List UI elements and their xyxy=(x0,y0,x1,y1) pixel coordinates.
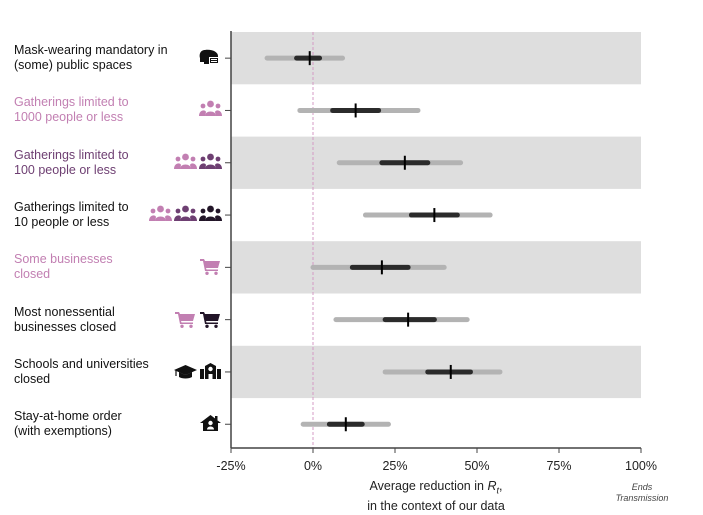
group-icon xyxy=(199,101,222,117)
row-icons xyxy=(174,310,222,328)
axes xyxy=(225,31,642,453)
row-label-line2: closed xyxy=(14,267,51,282)
cart-icon xyxy=(200,311,220,328)
x-tick-label: -25% xyxy=(216,459,246,473)
row-label: Schools and universities closed xyxy=(14,357,194,387)
row-icons xyxy=(199,257,222,276)
row-label-line2: closed xyxy=(14,371,51,386)
row-icons xyxy=(174,153,222,171)
row-icons xyxy=(199,48,222,66)
x-tick-label: 25% xyxy=(382,459,408,473)
x-tick-label: 0% xyxy=(303,459,323,473)
row-label: Gatherings limited to 1000 people or less xyxy=(14,95,194,125)
x-axis-label-suffix: , xyxy=(498,479,503,493)
row-label: Mask-wearing mandatory in (some) public s… xyxy=(14,43,194,73)
row-label-line1: Gatherings limited to xyxy=(14,147,129,162)
x-axis-label-subscript: t xyxy=(496,485,499,496)
ends-transmission-line1: Ends xyxy=(631,482,653,492)
school-icon xyxy=(200,362,221,379)
row-icons xyxy=(174,362,222,380)
x-tick-label: 50% xyxy=(464,459,490,473)
interval-marks xyxy=(264,51,503,432)
row-label-line1: Most nonessential xyxy=(14,304,115,319)
ends-transmission-annotation: Ends Transmission xyxy=(616,482,669,504)
x-tick-label: 75% xyxy=(546,459,572,473)
row-label-line2: 10 people or less xyxy=(14,215,110,230)
cart-icon xyxy=(175,311,195,328)
row-label-line1: Schools and universities xyxy=(14,356,149,371)
row-label-line1: Gatherings limited to xyxy=(14,200,129,215)
row-label: Stay-at-home order (with exemptions) xyxy=(14,409,194,439)
row-label-line1: Mask-wearing mandatory in xyxy=(14,43,168,58)
graduation-cap-icon xyxy=(174,364,197,379)
row-label-line1: Stay-at-home order xyxy=(14,409,122,424)
home-icon xyxy=(200,415,221,432)
row-icons xyxy=(149,205,222,223)
x-axis-label-symbol: R xyxy=(487,479,497,493)
x-axis-label-line2: in the context of our data xyxy=(367,498,505,513)
row-label-line1: Gatherings limited to xyxy=(14,95,129,110)
row-label-line2: (some) public spaces xyxy=(14,58,133,73)
row-label-line2: businesses closed xyxy=(14,319,117,334)
row-label-line2: 1000 people or less xyxy=(14,110,124,125)
group-icon xyxy=(199,153,222,169)
row-label-line2: 100 people or less xyxy=(14,162,117,177)
row-label-line1: Some businesses xyxy=(14,252,113,267)
x-axis-label-line1: Average reduction in xyxy=(369,479,488,493)
group-icon xyxy=(174,205,197,222)
group-icon xyxy=(149,205,172,222)
row-label: Most nonessential businesses closed xyxy=(14,305,194,335)
row-icons xyxy=(199,100,222,118)
x-tick-label: 100% xyxy=(625,459,657,473)
group-icon xyxy=(174,153,197,169)
x-axis-label: Average reduction in Rt, in the context … xyxy=(367,479,505,514)
row-label: Gatherings limited to 10 people or less xyxy=(14,200,194,230)
group-icon xyxy=(199,205,222,222)
cart-icon xyxy=(200,259,220,276)
mask-icon xyxy=(199,49,219,65)
row-label: Some businesses closed xyxy=(14,252,194,282)
ends-transmission-line2: Transmission xyxy=(615,493,669,503)
row-label-line2: (with exemptions) xyxy=(14,424,112,439)
row-label: Gatherings limited to 100 people or less xyxy=(14,148,194,178)
row-icons xyxy=(199,414,222,432)
